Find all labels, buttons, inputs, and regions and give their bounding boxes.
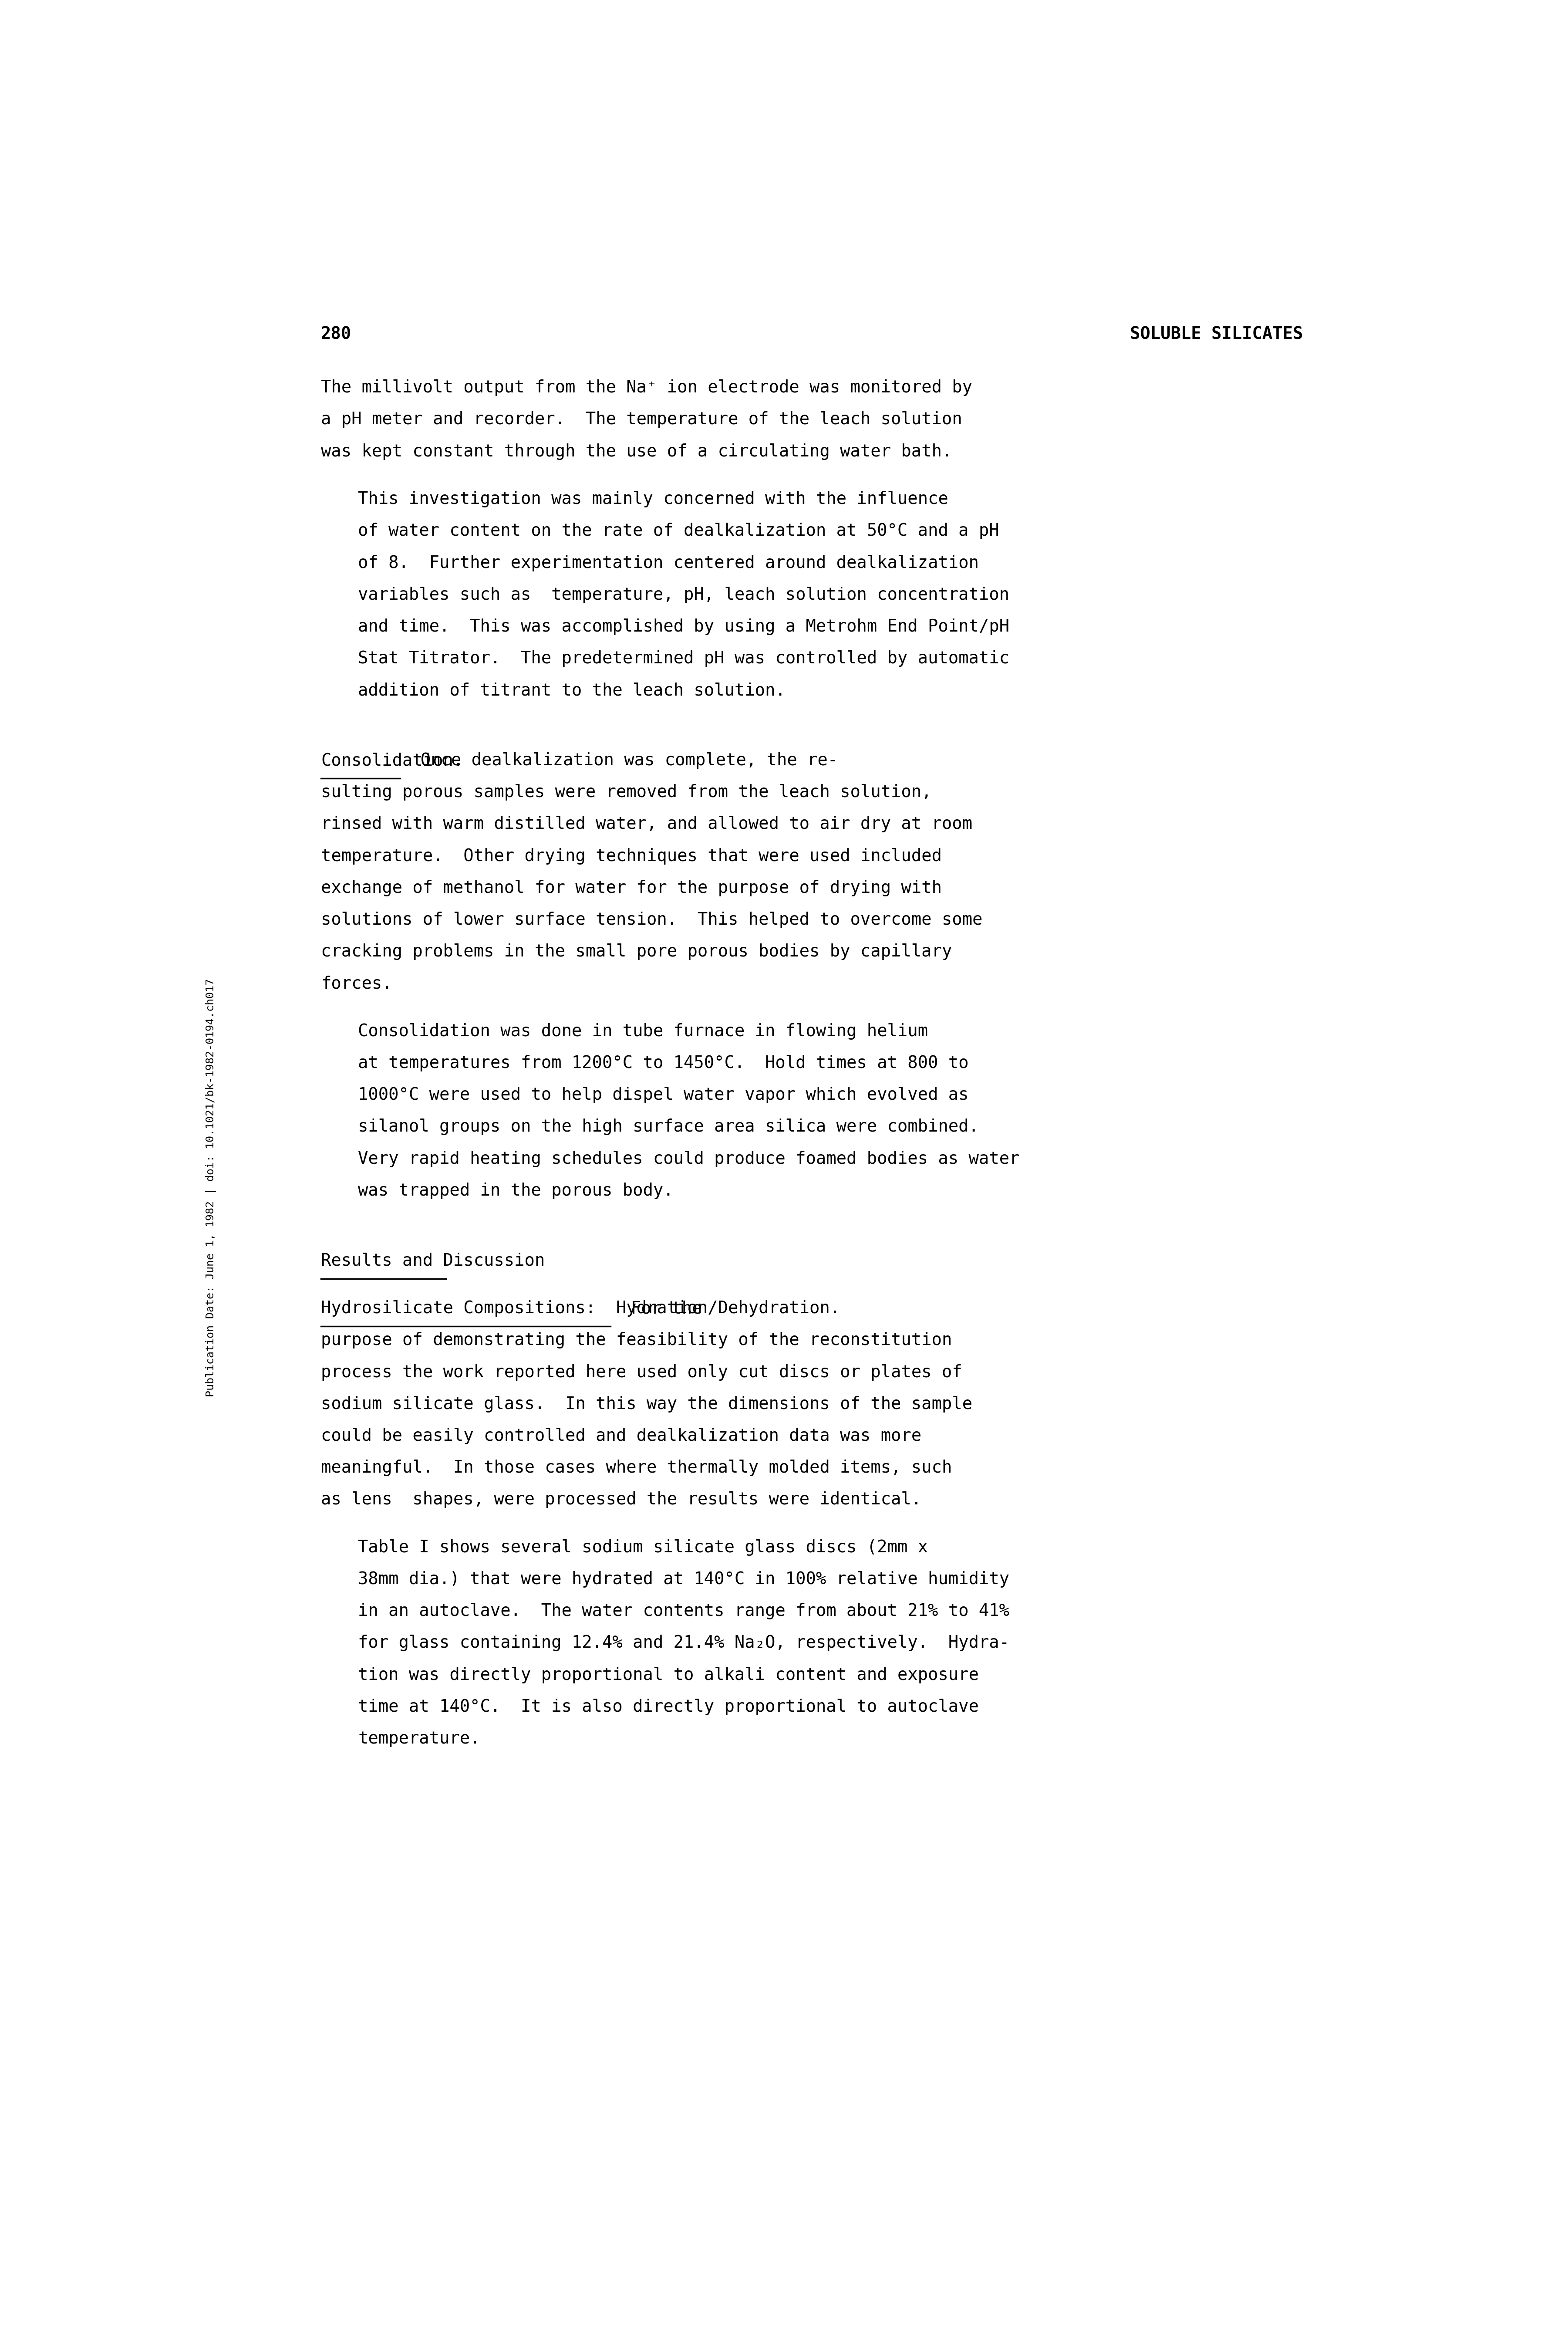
Text: SOLUBLE SILICATES: SOLUBLE SILICATES xyxy=(1131,327,1303,343)
Text: at temperatures from 1200°C to 1450°C.  Hold times at 800 to: at temperatures from 1200°C to 1450°C. H… xyxy=(358,1056,969,1073)
Text: The millivolt output from the Na⁺ ion electrode was monitored by: The millivolt output from the Na⁺ ion el… xyxy=(321,379,972,395)
Text: Consolidation was done in tube furnace in flowing helium: Consolidation was done in tube furnace i… xyxy=(358,1023,928,1040)
Text: purpose of demonstrating the feasibility of the reconstitution: purpose of demonstrating the feasibility… xyxy=(321,1331,952,1348)
Text: as lens  shapes, were processed the results were identical.: as lens shapes, were processed the resul… xyxy=(321,1491,922,1508)
Text: of 8.  Further experimentation centered around dealkalization: of 8. Further experimentation centered a… xyxy=(358,555,978,572)
Text: For the: For the xyxy=(610,1301,702,1317)
Text: Publication Date: June 1, 1982 | doi: 10.1021/bk-1982-0194.ch017: Publication Date: June 1, 1982 | doi: 10… xyxy=(205,978,216,1397)
Text: 38mm dia.) that were hydrated at 140°C in 100% relative humidity: 38mm dia.) that were hydrated at 140°C i… xyxy=(358,1571,1010,1588)
Text: 1000°C were used to help dispel water vapor which evolved as: 1000°C were used to help dispel water va… xyxy=(358,1087,969,1103)
Text: Once dealkalization was complete, the re-: Once dealkalization was complete, the re… xyxy=(400,753,837,769)
Text: sulting porous samples were removed from the leach solution,: sulting porous samples were removed from… xyxy=(321,783,931,800)
Text: was kept constant through the use of a circulating water bath.: was kept constant through the use of a c… xyxy=(321,442,952,459)
Text: was trapped in the porous body.: was trapped in the porous body. xyxy=(358,1183,674,1200)
Text: rinsed with warm distilled water, and allowed to air dry at room: rinsed with warm distilled water, and al… xyxy=(321,816,972,833)
Text: silanol groups on the high surface area silica were combined.: silanol groups on the high surface area … xyxy=(358,1120,978,1136)
Text: exchange of methanol for water for the purpose of drying with: exchange of methanol for water for the p… xyxy=(321,880,942,896)
Text: Consolidation.: Consolidation. xyxy=(321,753,464,769)
Text: process the work reported here used only cut discs or plates of: process the work reported here used only… xyxy=(321,1364,963,1381)
Text: temperature.: temperature. xyxy=(358,1731,480,1748)
Text: in an autoclave.  The water contents range from about 21% to 41%: in an autoclave. The water contents rang… xyxy=(358,1604,1010,1621)
Text: tion was directly proportional to alkali content and exposure: tion was directly proportional to alkali… xyxy=(358,1668,978,1684)
Text: time at 140°C.  It is also directly proportional to autoclave: time at 140°C. It is also directly propo… xyxy=(358,1698,978,1715)
Text: temperature.  Other drying techniques that were used included: temperature. Other drying techniques tha… xyxy=(321,847,942,866)
Text: meaningful.  In those cases where thermally molded items, such: meaningful. In those cases where thermal… xyxy=(321,1461,952,1477)
Text: This investigation was mainly concerned with the influence: This investigation was mainly concerned … xyxy=(358,492,949,508)
Text: a pH meter and recorder.  The temperature of the leach solution: a pH meter and recorder. The temperature… xyxy=(321,412,963,428)
Text: could be easily controlled and dealkalization data was more: could be easily controlled and dealkaliz… xyxy=(321,1428,922,1444)
Text: sodium silicate glass.  In this way the dimensions of the sample: sodium silicate glass. In this way the d… xyxy=(321,1395,972,1414)
Text: Results and Discussion: Results and Discussion xyxy=(321,1254,544,1270)
Text: of water content on the rate of dealkalization at 50°C and a pH: of water content on the rate of dealkali… xyxy=(358,522,999,539)
Text: cracking problems in the small pore porous bodies by capillary: cracking problems in the small pore poro… xyxy=(321,943,952,960)
Text: forces.: forces. xyxy=(321,976,392,993)
Text: addition of titrant to the leach solution.: addition of titrant to the leach solutio… xyxy=(358,682,786,699)
Text: solutions of lower surface tension.  This helped to overcome some: solutions of lower surface tension. This… xyxy=(321,913,983,929)
Text: Hydrosilicate Compositions:  Hydration/Dehydration.: Hydrosilicate Compositions: Hydration/De… xyxy=(321,1301,840,1317)
Text: for glass containing 12.4% and 21.4% Na₂O, respectively.  Hydra-: for glass containing 12.4% and 21.4% Na₂… xyxy=(358,1635,1010,1651)
Text: Very rapid heating schedules could produce foamed bodies as water: Very rapid heating schedules could produ… xyxy=(358,1150,1019,1167)
Text: 280: 280 xyxy=(321,327,351,343)
Text: and time.  This was accomplished by using a Metrohm End Point/pH: and time. This was accomplished by using… xyxy=(358,619,1010,635)
Text: Table I shows several sodium silicate glass discs (2mm x: Table I shows several sodium silicate gl… xyxy=(358,1538,928,1555)
Text: Stat Titrator.  The predetermined pH was controlled by automatic: Stat Titrator. The predetermined pH was … xyxy=(358,649,1010,668)
Text: variables such as  temperature, pH, leach solution concentration: variables such as temperature, pH, leach… xyxy=(358,586,1010,602)
